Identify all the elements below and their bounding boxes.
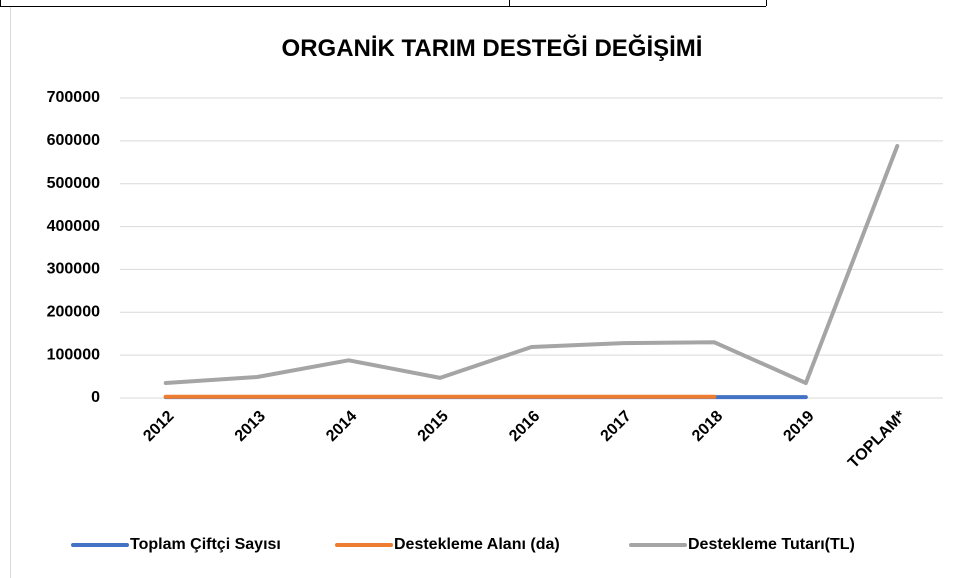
x-tick-label: 2019 xyxy=(780,408,817,445)
x-tick-label: 2012 xyxy=(140,408,177,445)
y-tick-label: 400000 xyxy=(47,218,100,235)
table-fragment xyxy=(0,0,767,7)
y-tick-label: 200000 xyxy=(47,304,100,321)
x-tick-label: 2014 xyxy=(323,408,360,445)
y-tick-label: 500000 xyxy=(47,175,100,192)
y-tick-label: 300000 xyxy=(47,261,100,278)
legend-label: Toplam Çiftçi Sayısı xyxy=(130,536,281,553)
y-tick-label: 0 xyxy=(91,389,100,406)
x-tick-label: TOPLAM* xyxy=(845,407,910,472)
chart-title: ORGANİK TARIM DESTEĞİ DEĞİŞİMİ xyxy=(282,34,703,62)
y-tick-label: 600000 xyxy=(47,132,100,149)
x-tick-label: 2015 xyxy=(415,408,452,445)
y-tick-label: 700000 xyxy=(47,89,100,106)
legend-label: Destekleme Tutarı(TL) xyxy=(688,536,855,553)
legend-label: Destekleme Alanı (da) xyxy=(394,536,560,553)
series-line xyxy=(163,144,900,385)
x-tick-label: 2016 xyxy=(506,408,543,445)
y-tick-label: 100000 xyxy=(47,346,100,363)
x-tick-label: 2013 xyxy=(232,408,269,445)
x-tick-label: 2018 xyxy=(689,408,726,445)
x-tick-label: 2017 xyxy=(598,408,635,445)
